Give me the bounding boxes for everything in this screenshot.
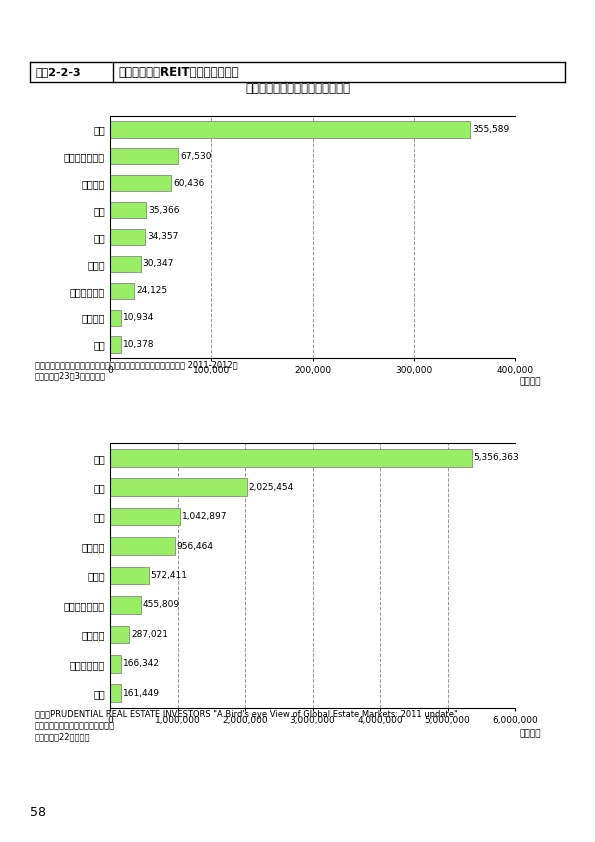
Bar: [110, 148, 178, 164]
Text: 35,366: 35,366: [148, 205, 179, 215]
Text: に基づき、国土交通省作成。: に基づき、国土交通省作成。: [35, 721, 115, 730]
Text: 455,809: 455,809: [143, 600, 180, 610]
Text: 注：平成22年現在。: 注：平成22年現在。: [35, 732, 90, 741]
Text: （億円）: （億円）: [519, 729, 540, 738]
Text: 世界各国の収益不動産市場の規模: 世界各国の収益不動産市場の規模: [245, 82, 350, 95]
Text: 60,436: 60,436: [173, 179, 205, 188]
Text: 10,378: 10,378: [123, 340, 154, 349]
Bar: [110, 537, 174, 555]
Bar: [110, 478, 247, 496]
Text: 355,589: 355,589: [472, 125, 509, 134]
Bar: [110, 121, 470, 137]
Bar: [110, 685, 121, 702]
Text: 資料：PRUDENTIAL REAL ESTATE INVESTORS "A Bird's eye View of Global Estate Markets:: 資料：PRUDENTIAL REAL ESTATE INVESTORS "A B…: [35, 710, 458, 719]
Bar: [110, 256, 141, 272]
Bar: [110, 596, 141, 614]
Bar: [110, 626, 129, 643]
Bar: [110, 229, 145, 245]
Bar: [110, 508, 180, 525]
Text: 1,042,897: 1,042,897: [183, 512, 228, 521]
Bar: [110, 567, 149, 584]
Text: 世界各国のREIT市場規模の比較: 世界各国のREIT市場規模の比較: [118, 66, 239, 78]
Text: 資料：一般社団法人不動産証券化協会「不動産証券化ハンドブック 2011-2012」: 資料：一般社団法人不動産証券化協会「不動産証券化ハンドブック 2011-2012…: [35, 360, 237, 369]
Text: 注：平成23年3月末現在。: 注：平成23年3月末現在。: [35, 371, 106, 380]
Text: 166,342: 166,342: [123, 659, 160, 669]
Bar: [110, 310, 121, 326]
Text: 956,464: 956,464: [177, 541, 214, 551]
Text: 161,449: 161,449: [123, 689, 160, 698]
Bar: [110, 175, 171, 191]
Text: 2,025,454: 2,025,454: [249, 482, 294, 492]
Text: 5,356,363: 5,356,363: [474, 453, 519, 462]
Text: 67,530: 67,530: [180, 152, 212, 161]
Text: 287,021: 287,021: [131, 630, 168, 639]
Text: 34,357: 34,357: [147, 232, 178, 242]
Bar: [110, 337, 121, 353]
Text: 30,347: 30,347: [143, 259, 174, 269]
Text: 24,125: 24,125: [136, 286, 168, 296]
Text: （億円）: （億円）: [519, 377, 540, 386]
Bar: [110, 283, 134, 299]
Text: 10,934: 10,934: [123, 313, 155, 322]
Text: 58: 58: [30, 806, 46, 819]
Bar: [110, 655, 121, 673]
Text: 図表2-2-3: 図表2-2-3: [35, 67, 81, 77]
Text: 572,411: 572,411: [151, 571, 187, 580]
Bar: [110, 202, 146, 218]
Bar: [110, 449, 472, 466]
